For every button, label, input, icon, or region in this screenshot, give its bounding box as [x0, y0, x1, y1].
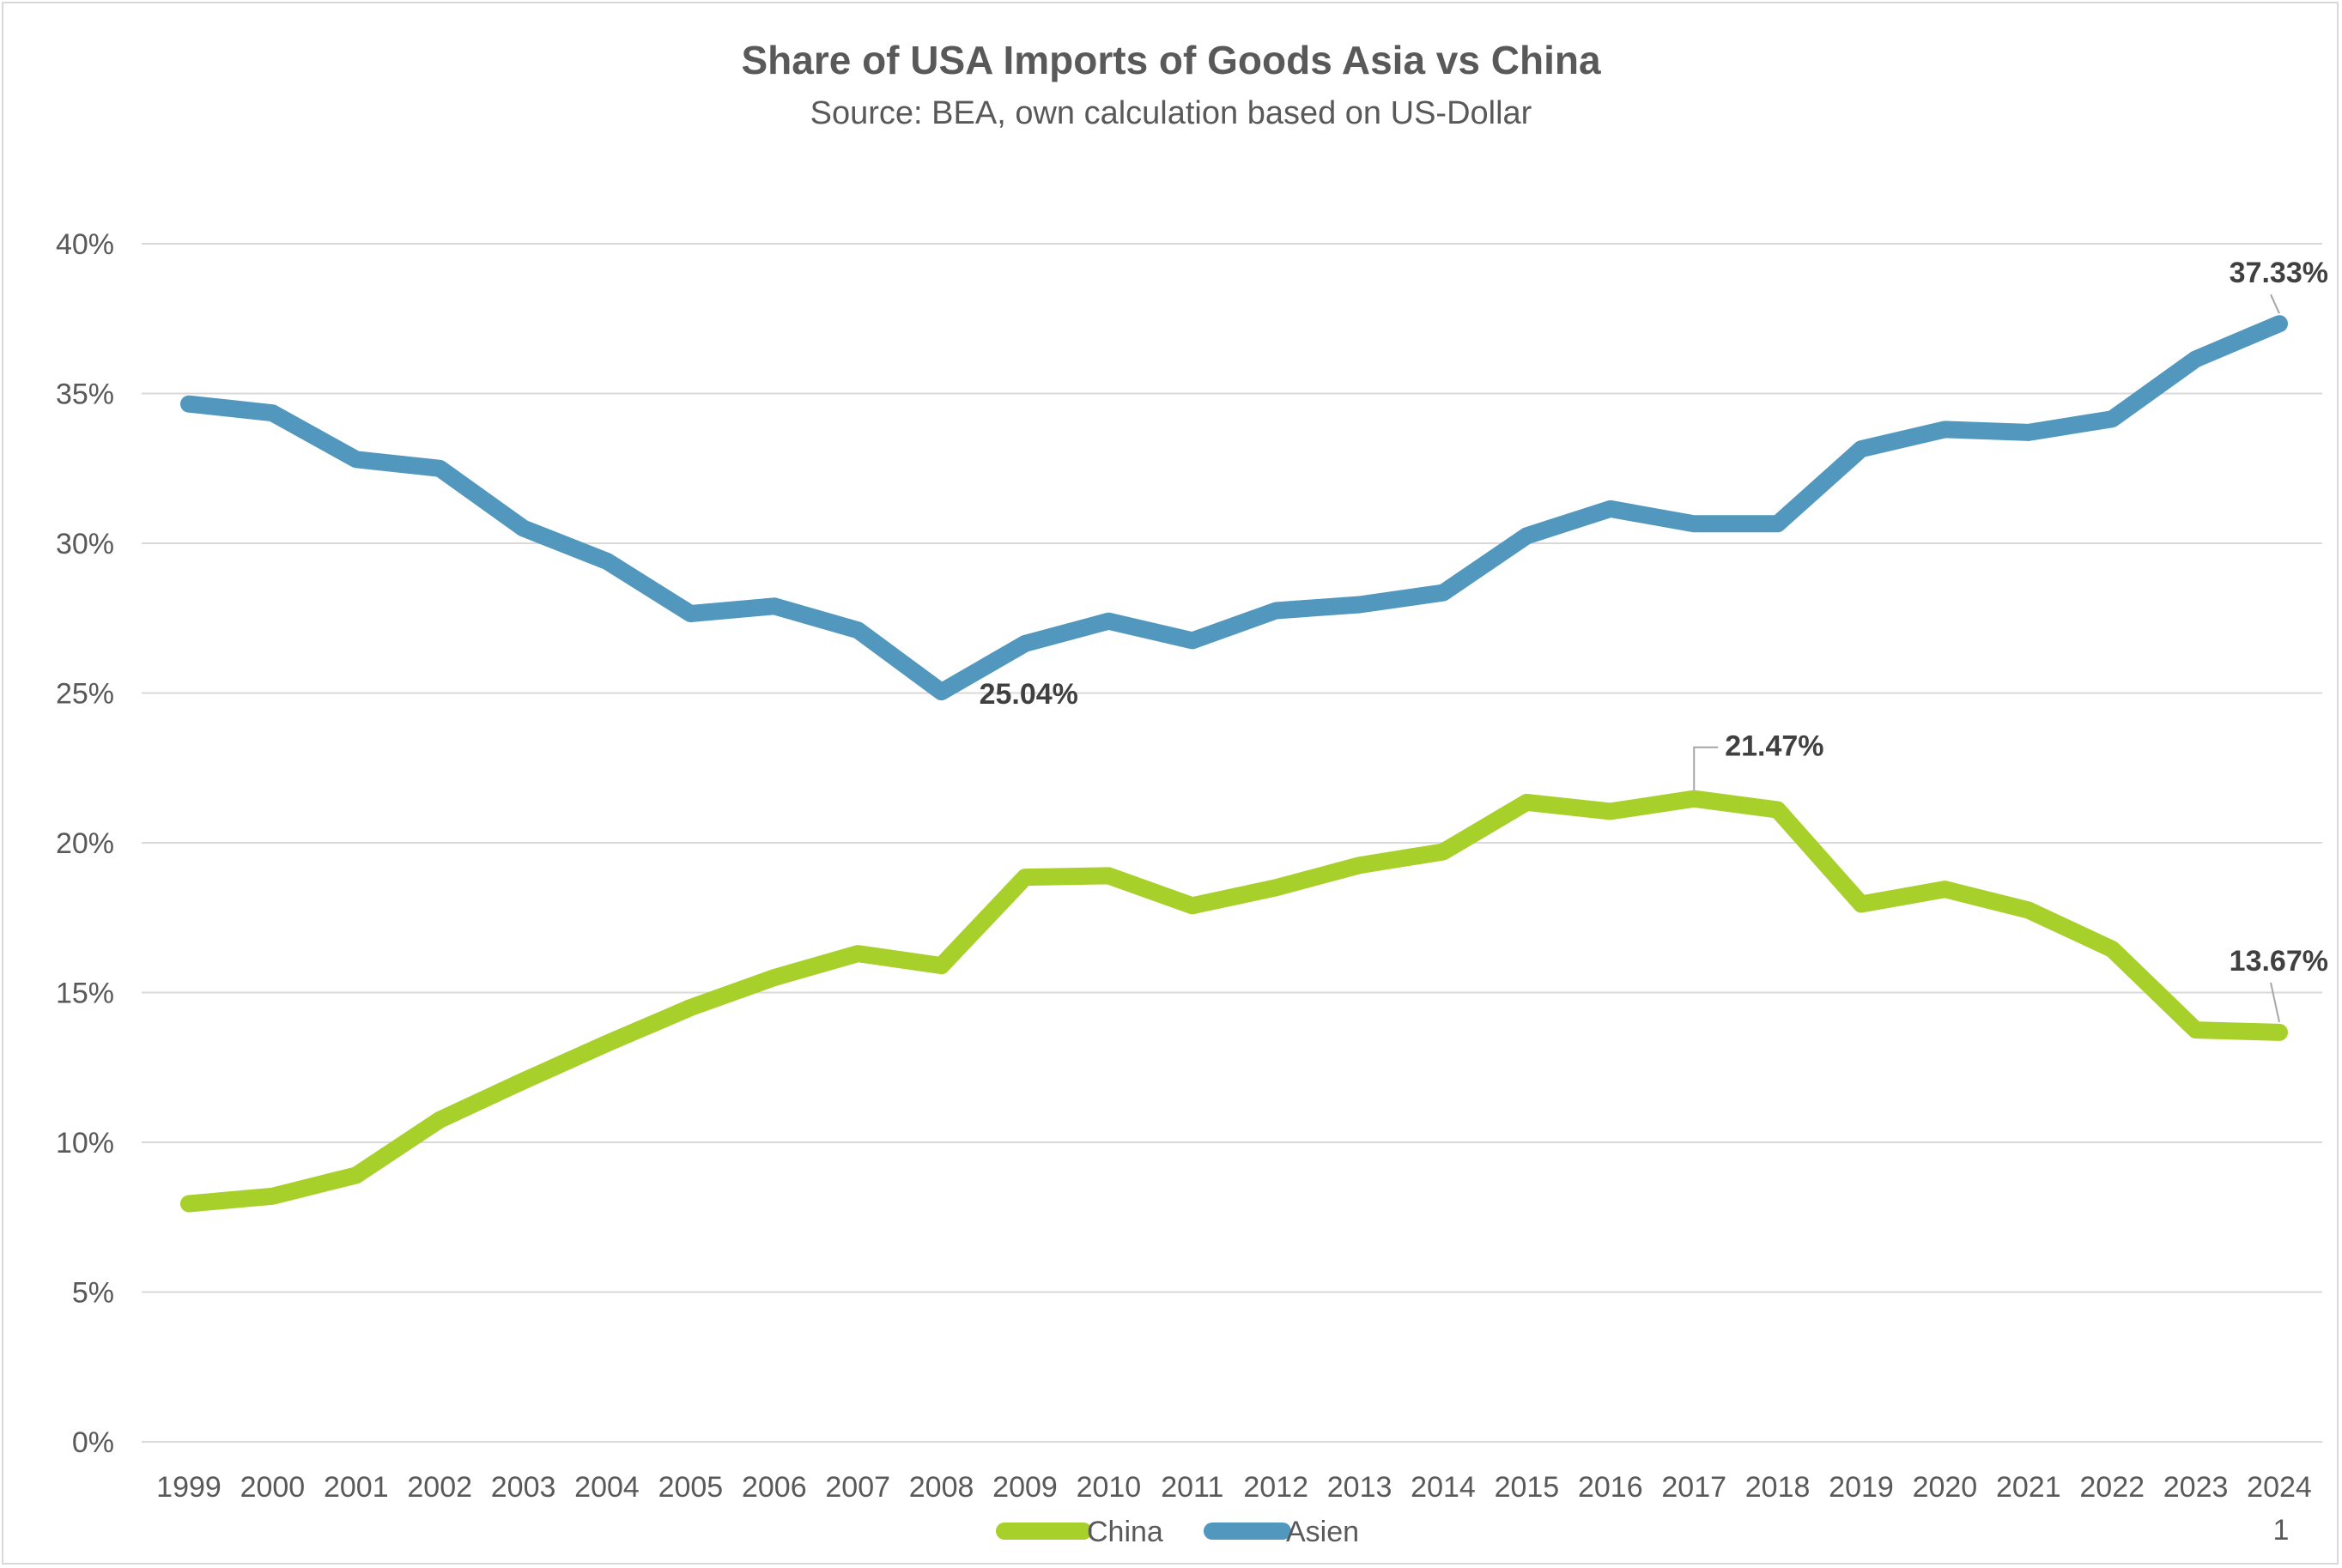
- y-tick-label: 5%: [72, 1277, 114, 1310]
- x-axis-ticks: 1999 2000 2001 2002 2003 2004 2005 2006 2007 2008…: [156, 1471, 2312, 1504]
- data-label: 21.47%: [1725, 730, 1823, 763]
- x-tick-label: 2015: [1495, 1471, 1560, 1504]
- x-tick-label: 2023: [2163, 1471, 2229, 1504]
- data-label: 37.33%: [2230, 257, 2328, 289]
- y-tick-label: 35%: [56, 378, 114, 411]
- y-tick-label: 20%: [56, 827, 114, 860]
- y-tick-label: 15%: [56, 978, 114, 1010]
- data-label-leader: [2270, 294, 2280, 314]
- y-tick-label: 40%: [56, 228, 114, 261]
- y-tick-label: 25%: [56, 678, 114, 711]
- y-tick-label: 30%: [56, 528, 114, 560]
- x-tick-label: 1999: [156, 1471, 221, 1504]
- x-tick-label: 2001: [324, 1471, 389, 1504]
- x-tick-label: 2011: [1161, 1471, 1223, 1504]
- series-lines: [180, 315, 2288, 1213]
- x-tick-label: 2021: [1996, 1471, 2061, 1504]
- x-tick-label: 2013: [1327, 1471, 1392, 1504]
- chart-title: Share of USA Imports of Goods Asia vs Ch…: [741, 38, 1601, 82]
- y-axis-ticks: 0% 5% 10% 15% 20% 25% 30% 35% 40%: [56, 228, 114, 1459]
- legend-label-asien: Asien: [1286, 1516, 1359, 1548]
- x-tick-label: 2018: [1745, 1471, 1811, 1504]
- gridlines: [142, 243, 2322, 1443]
- y-tick-label: 0%: [72, 1426, 114, 1459]
- chart-subtitle: Source: BEA, own calculation based on US…: [810, 95, 1532, 131]
- x-tick-label: 2000: [240, 1471, 306, 1504]
- series-line-china: [180, 790, 2288, 1213]
- x-tick-label: 2002: [407, 1471, 472, 1504]
- x-tick-label: 2008: [909, 1471, 974, 1504]
- data-labels: 25.04% 37.33% 21.47% 13.67%: [980, 257, 2328, 1023]
- data-label-leader: [1693, 746, 1719, 790]
- x-tick-label: 2012: [1243, 1471, 1308, 1504]
- x-tick-label: 2019: [1829, 1471, 1894, 1504]
- x-tick-label: 2006: [742, 1471, 807, 1504]
- x-tick-label: 2016: [1578, 1471, 1643, 1504]
- y-tick-label: 10%: [56, 1127, 114, 1159]
- corner-note: 1: [2273, 1514, 2290, 1547]
- data-label: 13.67%: [2230, 945, 2328, 978]
- x-tick-label: 2003: [491, 1471, 556, 1504]
- x-tick-label: 2007: [825, 1471, 890, 1504]
- x-tick-label: 2005: [658, 1471, 724, 1504]
- x-tick-label: 2004: [574, 1471, 640, 1504]
- legend-label-china: China: [1087, 1516, 1163, 1548]
- x-tick-label: 2022: [2079, 1471, 2145, 1504]
- x-tick-label: 2020: [1913, 1471, 1978, 1504]
- x-tick-label: 2010: [1077, 1471, 1142, 1504]
- x-tick-label: 2009: [992, 1471, 1058, 1504]
- x-tick-label: 2014: [1411, 1471, 1476, 1504]
- x-tick-label: 2024: [2247, 1471, 2312, 1504]
- data-label-leader: [2270, 982, 2280, 1023]
- x-tick-label: 2017: [1661, 1471, 1726, 1504]
- legend: China Asien: [996, 1516, 1359, 1548]
- series-line-asien: [180, 315, 2288, 701]
- data-label: 25.04%: [980, 678, 1078, 711]
